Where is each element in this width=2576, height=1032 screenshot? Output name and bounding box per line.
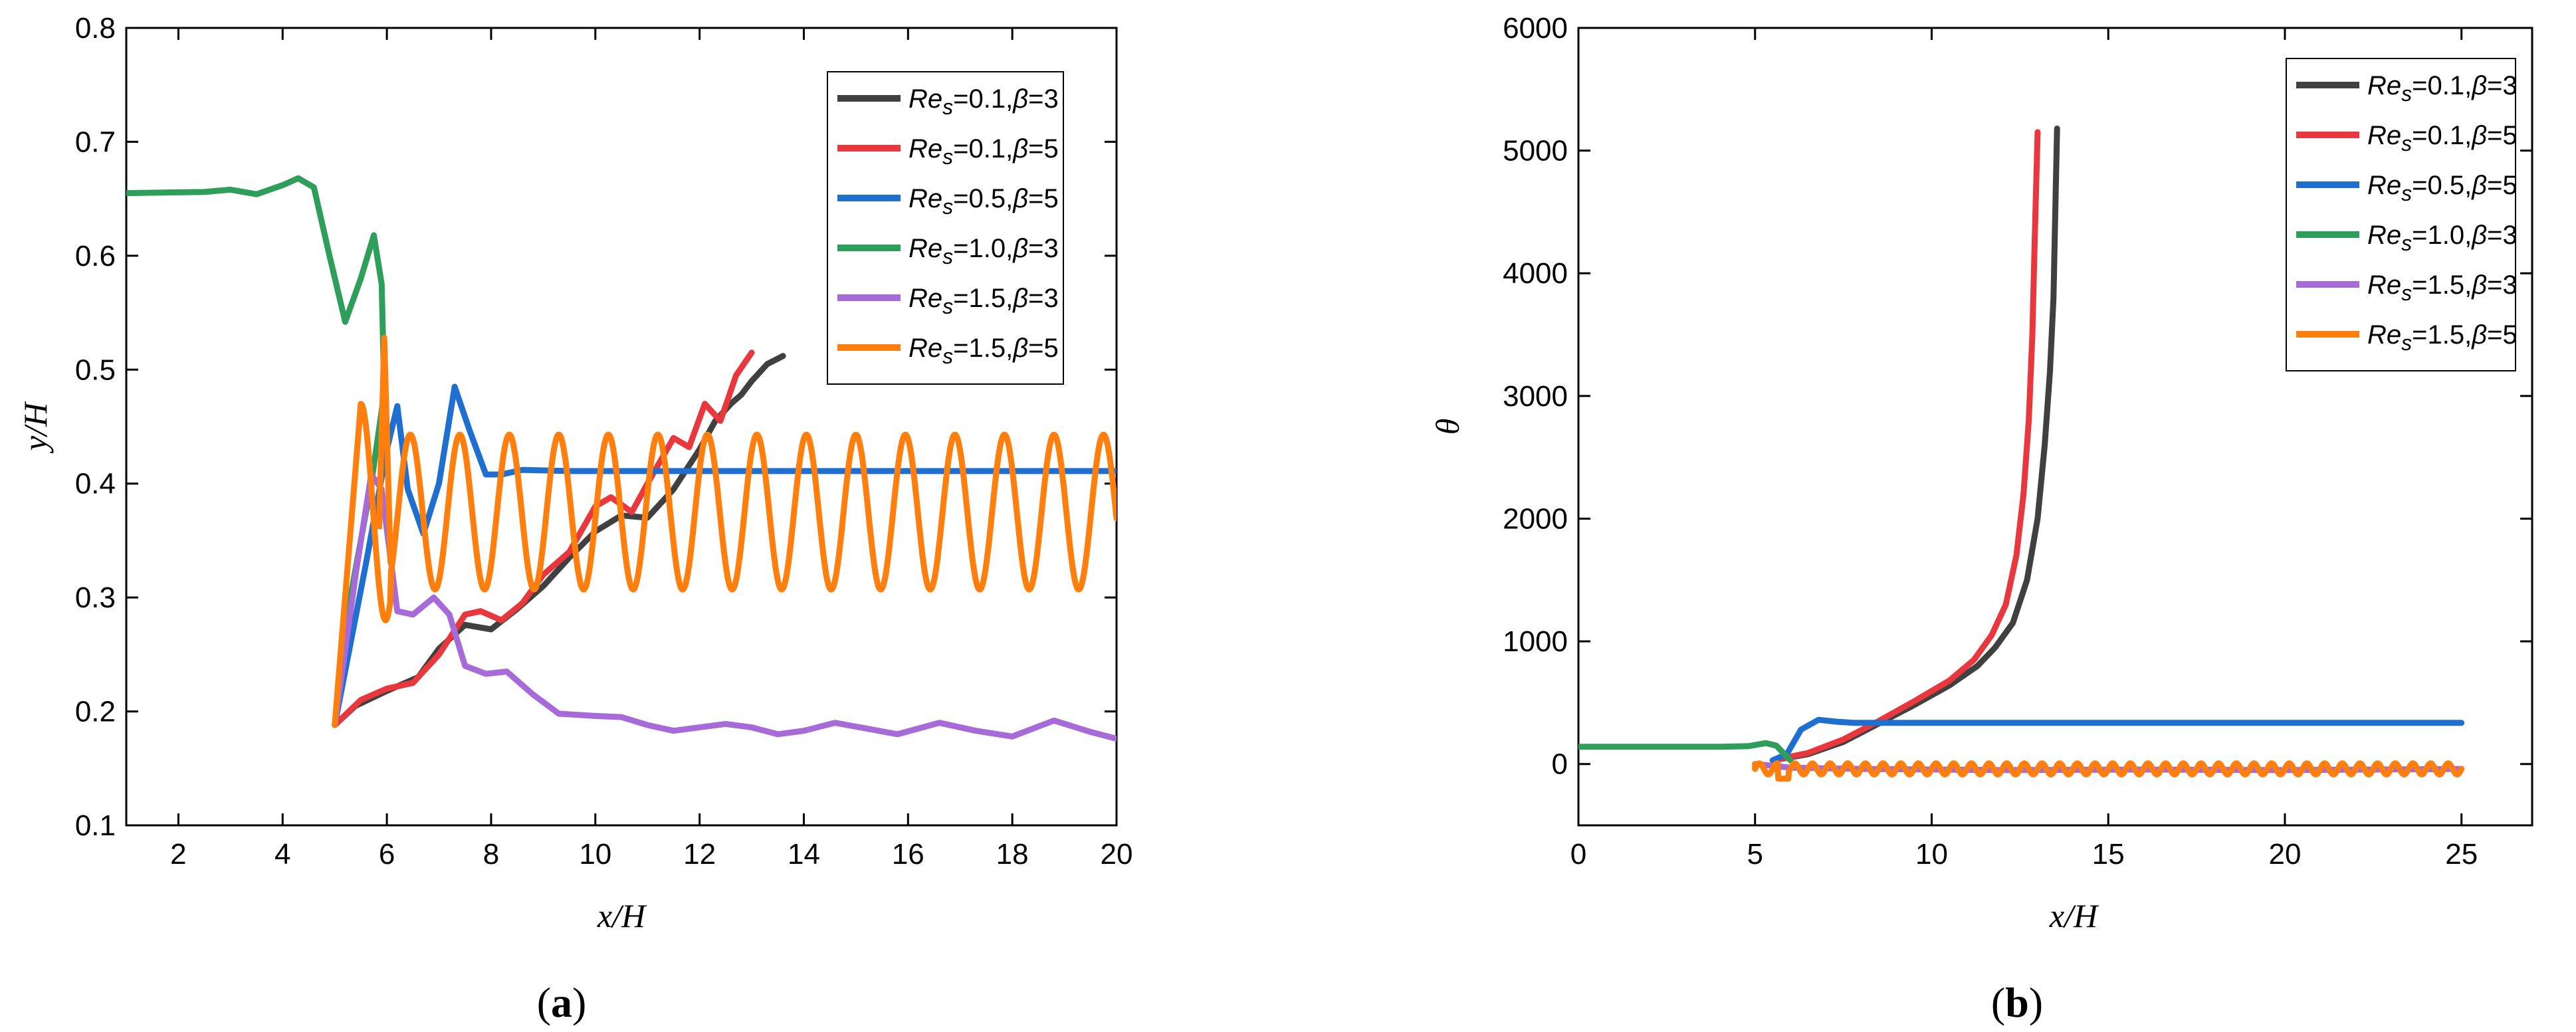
x-axis-label-b: x/H (2049, 897, 2099, 934)
y-tick-label-a-1: 0.2 (75, 696, 116, 728)
y-tick-label-a-3: 0.4 (75, 468, 116, 500)
x-tick-label-a-7: 16 (892, 838, 924, 871)
y-tick-label-b-5: 5000 (1503, 135, 1568, 167)
series-line-b-3 (1578, 740, 1794, 764)
x-tick-label-a-1: 4 (274, 838, 290, 871)
legend-label-a-5: Res=1.5,β=5 (909, 334, 1059, 368)
series-line-a-4 (332, 471, 1117, 742)
series-line-b-1 (1769, 129, 2041, 764)
x-tick-label-a-3: 8 (483, 838, 499, 871)
legend-box-b (2286, 58, 2516, 371)
y-tick-label-b-0: 0 (1552, 748, 1568, 781)
series-line-a-0 (332, 353, 786, 728)
legend-label-a-4: Res=1.5,β=3 (909, 284, 1059, 318)
legend-b: Res=0.1,β=3 Res=0.1,β=5 Res=0.5,β=5 Res=1.0… (2286, 58, 2518, 371)
y-tick-label-b-4: 4000 (1503, 257, 1568, 290)
y-axis-label-b: θ (1429, 419, 1466, 435)
y-tick-label-a-6: 0.7 (75, 126, 116, 158)
y-axis-label-a: y/H (17, 401, 54, 454)
series-line-a-3 (126, 175, 387, 728)
x-tick-label-a-8: 18 (996, 838, 1029, 871)
legend-label-b-3: Res=1.0,β=3 (2367, 221, 2518, 255)
x-tick-label-a-4: 10 (579, 838, 611, 871)
y-tick-label-b-3: 3000 (1503, 380, 1568, 413)
x-tick-label-b-1: 5 (1747, 838, 1763, 871)
y-tick-label-b-1: 1000 (1503, 625, 1568, 658)
x-tick-label-b-3: 15 (2092, 838, 2125, 871)
legend-label-b-4: Res=1.5,β=3 (2367, 270, 2518, 305)
x-tick-label-a-2: 6 (379, 838, 395, 871)
legend-label-a-1: Res=0.1,β=5 (909, 134, 1059, 169)
series-group-b (1578, 125, 2465, 782)
series-line-a-1 (332, 350, 755, 728)
legend-label-a-3: Res=1.0,β=3 (909, 234, 1059, 268)
legend-label-a-0: Res=0.1,β=3 (909, 84, 1059, 119)
series-line-b-0 (1769, 125, 2060, 764)
series-spike-a-5 (376, 334, 394, 564)
series-group-a (126, 175, 1117, 742)
x-tick-label-a-5: 12 (683, 838, 716, 871)
legend-label-b-0: Res=0.1,β=3 (2367, 71, 2518, 106)
y-tick-label-b-6: 6000 (1503, 12, 1568, 45)
x-tick-label-b-0: 0 (1570, 838, 1586, 871)
x-tick-label-b-5: 25 (2445, 838, 2478, 871)
plot-frame-a (125, 27, 1118, 827)
x-tick-label-a-9: 20 (1101, 838, 1133, 871)
legend-label-b-2: Res=0.5,β=5 (2367, 171, 2518, 205)
x-tick-label-a-0: 2 (170, 838, 186, 871)
x-tick-label-a-6: 14 (788, 838, 820, 871)
legend-label-b-1: Res=0.1,β=5 (2367, 121, 2518, 155)
plot-frame-b (1577, 27, 2533, 827)
y-tick-label-a-2: 0.3 (75, 581, 116, 614)
y-tick-label-a-5: 0.6 (75, 240, 116, 272)
legend-box-a (827, 71, 1064, 385)
ticks-a: 2 4 6 8 10 12 14 16 18 20 0.1 0.2 0.3 0.4 0.5 0.6 0.7 0.8 (75, 12, 1133, 871)
x-axis-label-a: x/H (597, 897, 647, 934)
legend-a: Res=0.1,β=3 Res=0.1,β=5 Res=0.5,β=5 Res=1.0… (827, 71, 1064, 385)
panel-b: 0 5 10 15 20 25 0 1000 2000 3000 4000 5000 6000 Res=… (1429, 12, 2533, 1026)
panel-a: 2 4 6 8 10 12 14 16 18 20 0.1 0.2 0.3 0.4 0.5 0.6 0.7 0.8… (17, 12, 1132, 1026)
y-tick-label-a-0: 0.1 (75, 809, 116, 842)
x-tick-label-b-2: 10 (1915, 838, 1948, 871)
series-line-a-5 (332, 401, 1117, 728)
y-tick-label-a-4: 0.5 (75, 354, 116, 386)
ticks-b: 0 5 10 15 20 25 0 1000 2000 3000 4000 5000 6000 (1503, 12, 2532, 871)
legend-label-a-2: Res=0.5,β=5 (909, 184, 1059, 219)
legend-label-b-5: Res=1.5,β=5 (2367, 320, 2518, 355)
panel-label-a: (a) (537, 979, 587, 1026)
y-tick-label-a-7: 0.8 (75, 12, 116, 45)
y-tick-label-b-2: 2000 (1503, 502, 1568, 535)
x-tick-label-b-4: 20 (2268, 838, 2301, 871)
series-line-b-2 (1769, 716, 2465, 764)
series-line-b-5 (1752, 760, 2465, 782)
panel-label-b: (b) (1991, 979, 2043, 1026)
